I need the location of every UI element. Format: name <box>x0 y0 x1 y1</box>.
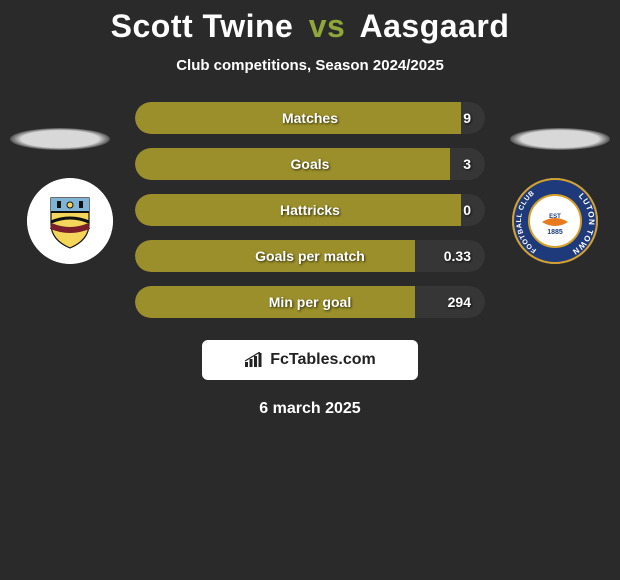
stat-label: Min per goal <box>269 294 351 310</box>
player2-name: Aasgaard <box>360 8 510 44</box>
stat-label: Matches <box>282 110 338 126</box>
player2-shadow <box>510 128 610 150</box>
date-label: 6 march 2025 <box>0 400 620 418</box>
stat-row: Goals 3 <box>135 148 485 180</box>
stat-value-right: 294 <box>448 294 471 310</box>
luton-town-crest-icon: LUTON TOWN FOOTBALL CLUB EST 1885 <box>512 178 598 264</box>
stat-row: Matches 9 <box>135 102 485 134</box>
subtitle: Club competitions, Season 2024/2025 <box>0 57 620 74</box>
bar-chart-icon <box>244 352 264 368</box>
stats-list: Matches 9 Goals 3 Hattricks 0 Goals per match 0… <box>135 102 485 318</box>
page-title: Scott Twine vs Aasgaard <box>0 8 620 45</box>
comparison-card: Scott Twine vs Aasgaard Club competition… <box>0 0 620 418</box>
player2-club-crest: LUTON TOWN FOOTBALL CLUB EST 1885 <box>512 178 598 264</box>
player1-club-crest <box>27 178 113 264</box>
stat-label: Goals <box>291 156 330 172</box>
stat-value-right: 9 <box>463 110 471 126</box>
player1-shadow <box>10 128 110 150</box>
stat-value-right: 0.33 <box>444 248 471 264</box>
stat-row: Goals per match 0.33 <box>135 240 485 272</box>
stat-row: Hattricks 0 <box>135 194 485 226</box>
stat-row: Min per goal 294 <box>135 286 485 318</box>
player1-name: Scott Twine <box>111 8 294 44</box>
source-logo-text: FcTables.com <box>270 351 376 369</box>
stat-label: Hattricks <box>280 202 340 218</box>
burnley-crest-icon <box>27 178 113 264</box>
source-logo: FcTables.com <box>202 340 418 380</box>
stat-label: Goals per match <box>255 248 365 264</box>
stat-value-right: 0 <box>463 202 471 218</box>
vs-label: vs <box>309 8 346 44</box>
stat-value-right: 3 <box>463 156 471 172</box>
svg-text:1885: 1885 <box>547 229 563 236</box>
